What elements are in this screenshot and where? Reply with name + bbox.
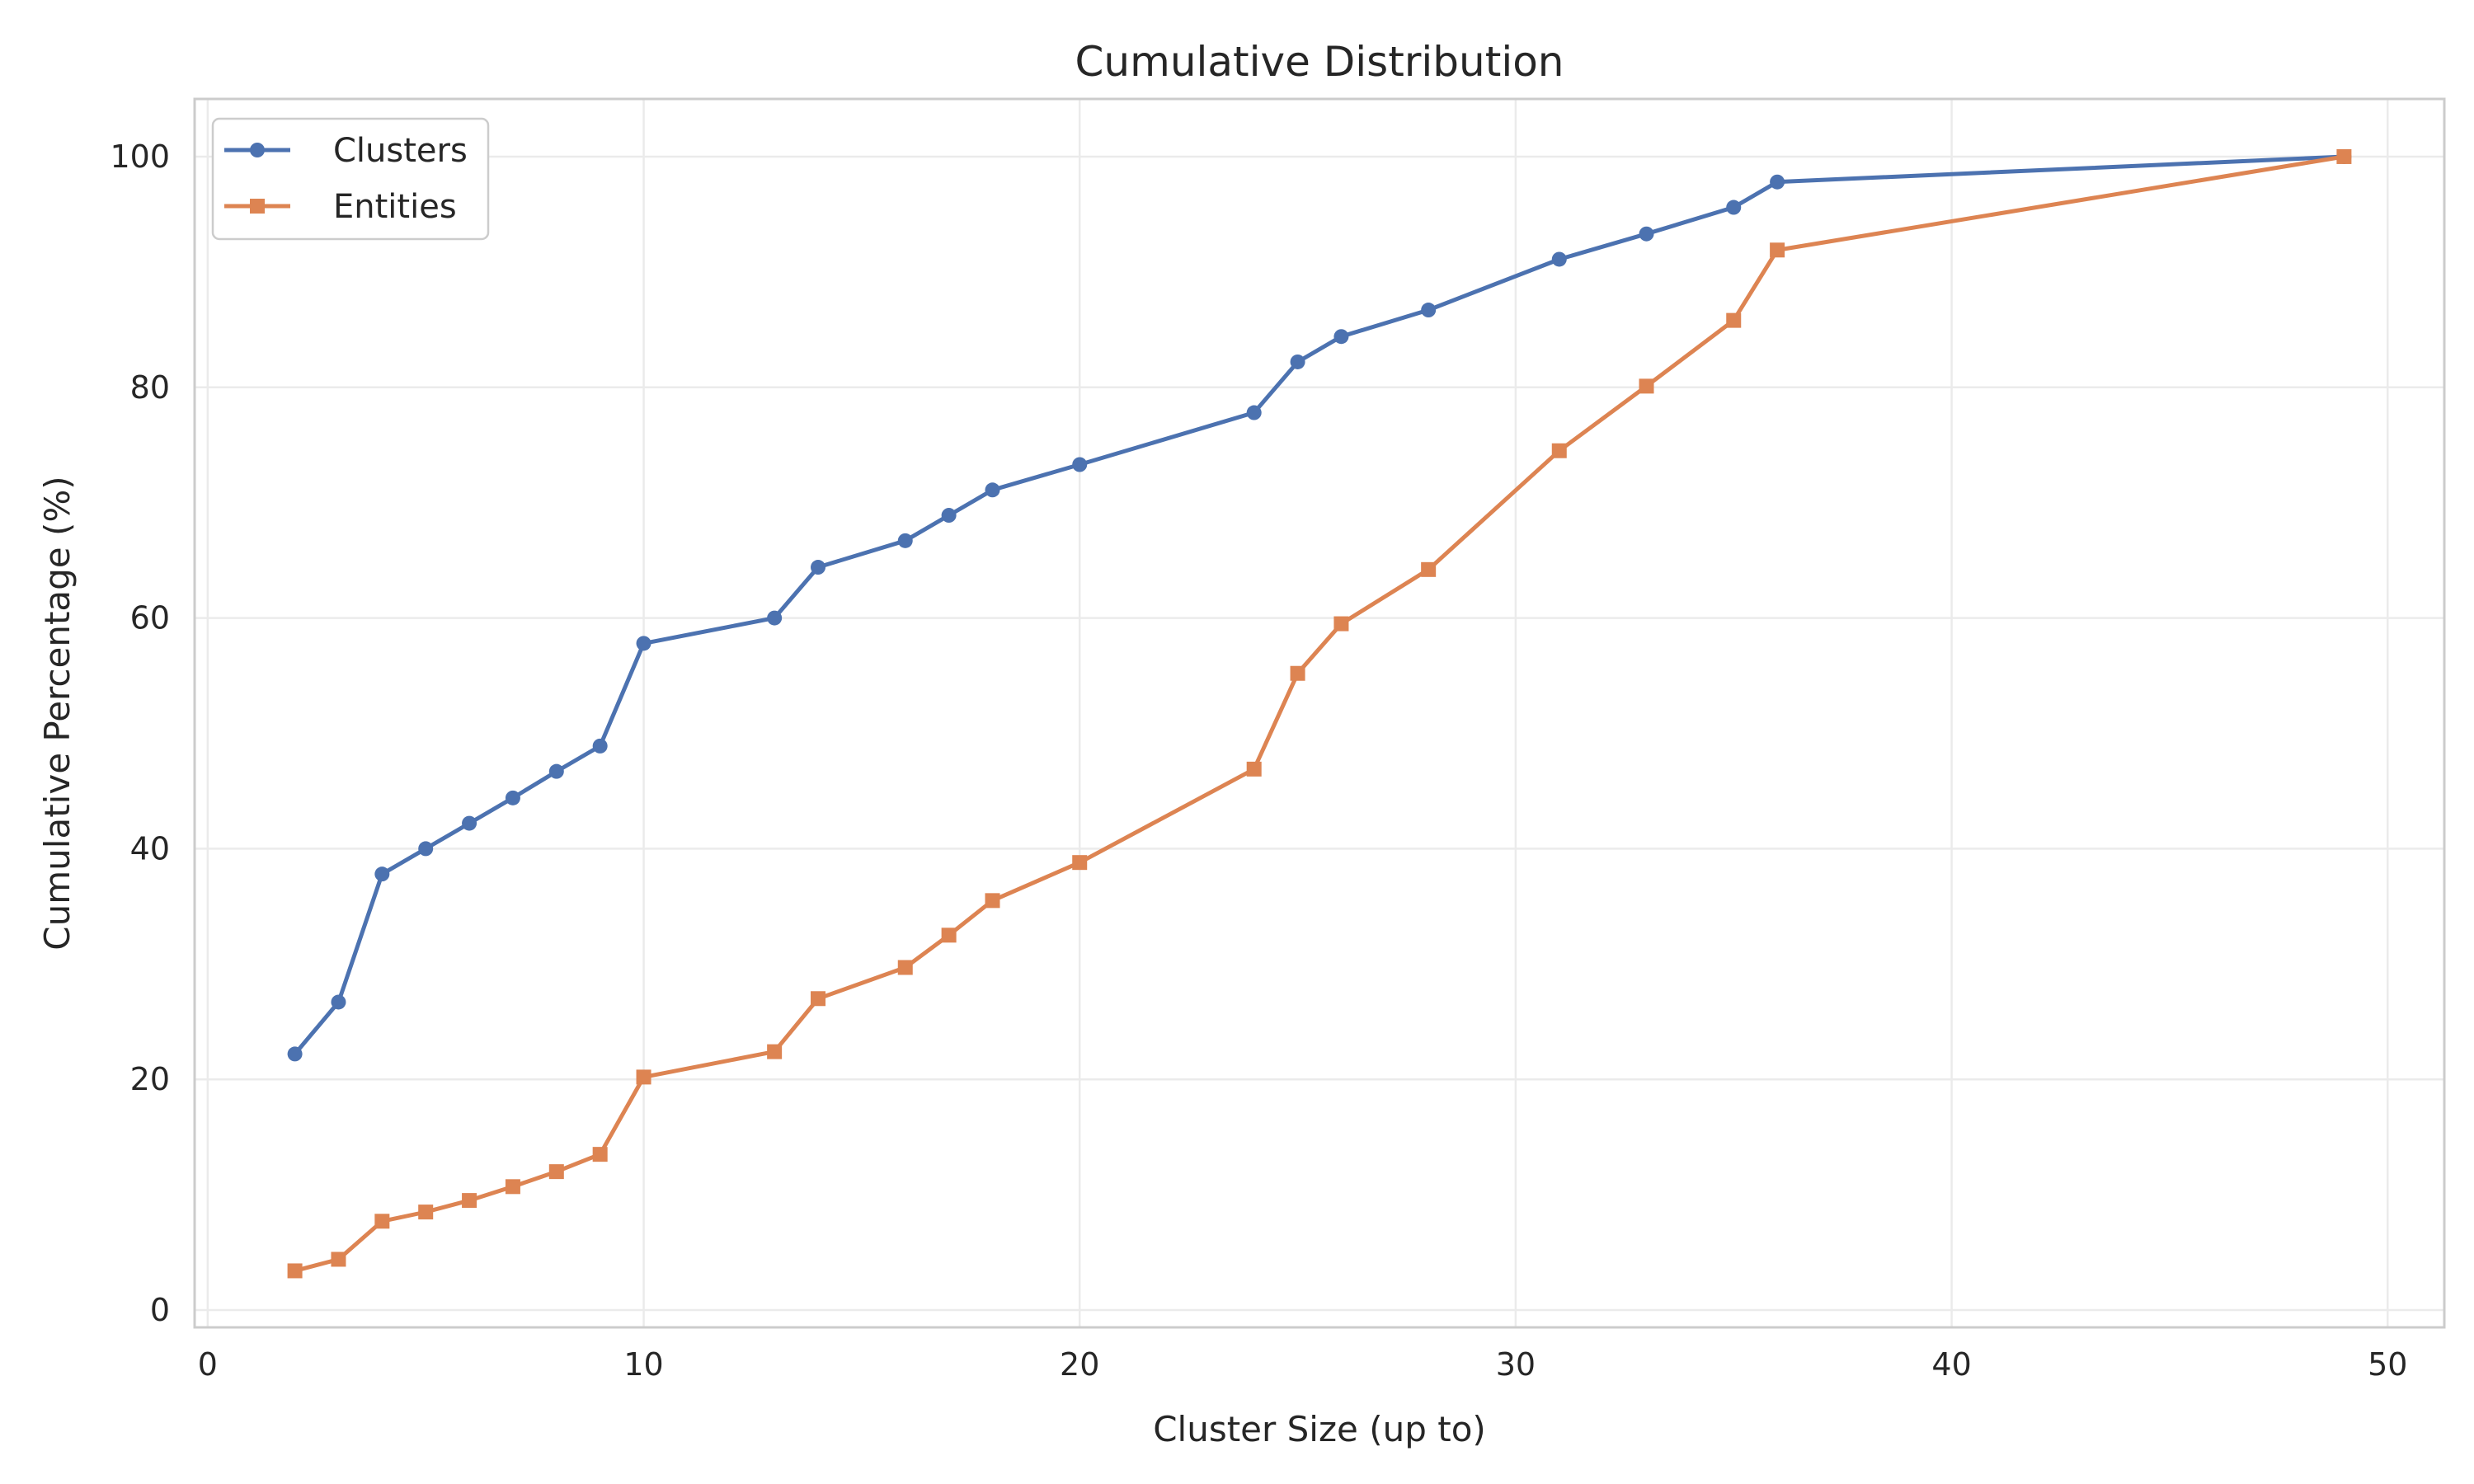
clusters-point [548, 763, 564, 779]
clusters-point [1333, 329, 1349, 345]
entities-point [505, 1179, 520, 1195]
clusters-point [287, 1046, 303, 1062]
entities-point [287, 1263, 303, 1279]
clusters-point [897, 533, 913, 548]
entities-point [985, 893, 1000, 909]
entities-point [1421, 561, 1437, 577]
y-tick-label: 20 [130, 1061, 170, 1097]
entities-point [2336, 148, 2352, 164]
entities-point [1290, 665, 1305, 681]
clusters-point [811, 560, 826, 575]
entities-point [418, 1205, 434, 1220]
x-tick-label: 10 [623, 1346, 663, 1383]
plot-frame [193, 97, 2446, 1329]
legend-clusters-marker [250, 143, 265, 157]
y-tick-label: 80 [130, 369, 170, 406]
legend-entities-marker [250, 199, 265, 214]
entities-point [548, 1164, 564, 1180]
x-tick-label: 0 [198, 1346, 218, 1383]
y-tick-label: 0 [150, 1292, 170, 1328]
y-axis-label: Cumulative Percentage (%) [37, 476, 78, 950]
entities-point [462, 1193, 477, 1209]
clusters-point [418, 841, 434, 857]
grid-lines [195, 99, 2444, 1327]
clusters-point [1551, 251, 1567, 267]
clusters-point [985, 482, 1000, 498]
entities-point [1726, 312, 1742, 328]
clusters-point [1770, 174, 1785, 190]
clusters-point [1726, 200, 1742, 215]
clusters-point [1639, 226, 1654, 242]
x-axis-label: Cluster Size (up to) [1153, 1409, 1486, 1449]
y-tick-label: 100 [110, 139, 170, 175]
clusters-point [505, 790, 520, 805]
clusters-point [636, 636, 651, 651]
entities-point [897, 960, 913, 975]
entities-point [1246, 761, 1262, 777]
entities-point [1639, 378, 1654, 394]
entities-point [1072, 855, 1088, 871]
clusters-point [1246, 405, 1262, 420]
entities-point [592, 1147, 608, 1162]
clusters-point [592, 738, 608, 754]
entities-point [636, 1069, 651, 1085]
clusters-point [331, 994, 346, 1010]
y-tick-label: 60 [130, 600, 170, 636]
entities-point [941, 928, 957, 943]
entities-point [767, 1044, 783, 1059]
entities-point [811, 991, 826, 1007]
axis-ticks: 0 10 20 30 40 50 0 20 40 60 80 100 [110, 139, 2407, 1383]
legend-entities-label: Entities [333, 188, 457, 226]
legend: Clusters Entities [211, 117, 490, 241]
legend-clusters-label: Clusters [333, 132, 468, 170]
series-layer [287, 148, 2352, 1279]
x-tick-label: 20 [1060, 1346, 1099, 1383]
series-entities [287, 148, 2352, 1279]
clusters-point [462, 815, 477, 831]
series-clusters [287, 148, 2352, 1062]
y-tick-label: 40 [130, 830, 170, 866]
entities-point [1551, 443, 1567, 458]
clusters-point [1290, 354, 1305, 369]
clusters-point [941, 508, 957, 524]
clusters-point [1421, 303, 1437, 318]
chart-title: Cumulative Distribution [1075, 38, 1564, 86]
entities-point [1333, 616, 1349, 632]
clusters-point [1072, 457, 1088, 472]
entities-point [331, 1252, 346, 1267]
x-tick-label: 30 [1496, 1346, 1536, 1383]
clusters-point [374, 866, 390, 882]
clusters-point [767, 610, 783, 626]
clusters-line [293, 154, 2345, 1056]
entities-point [1770, 242, 1785, 258]
entities-point [374, 1214, 390, 1229]
x-tick-label: 40 [1931, 1346, 1971, 1383]
x-tick-label: 50 [2368, 1346, 2407, 1383]
